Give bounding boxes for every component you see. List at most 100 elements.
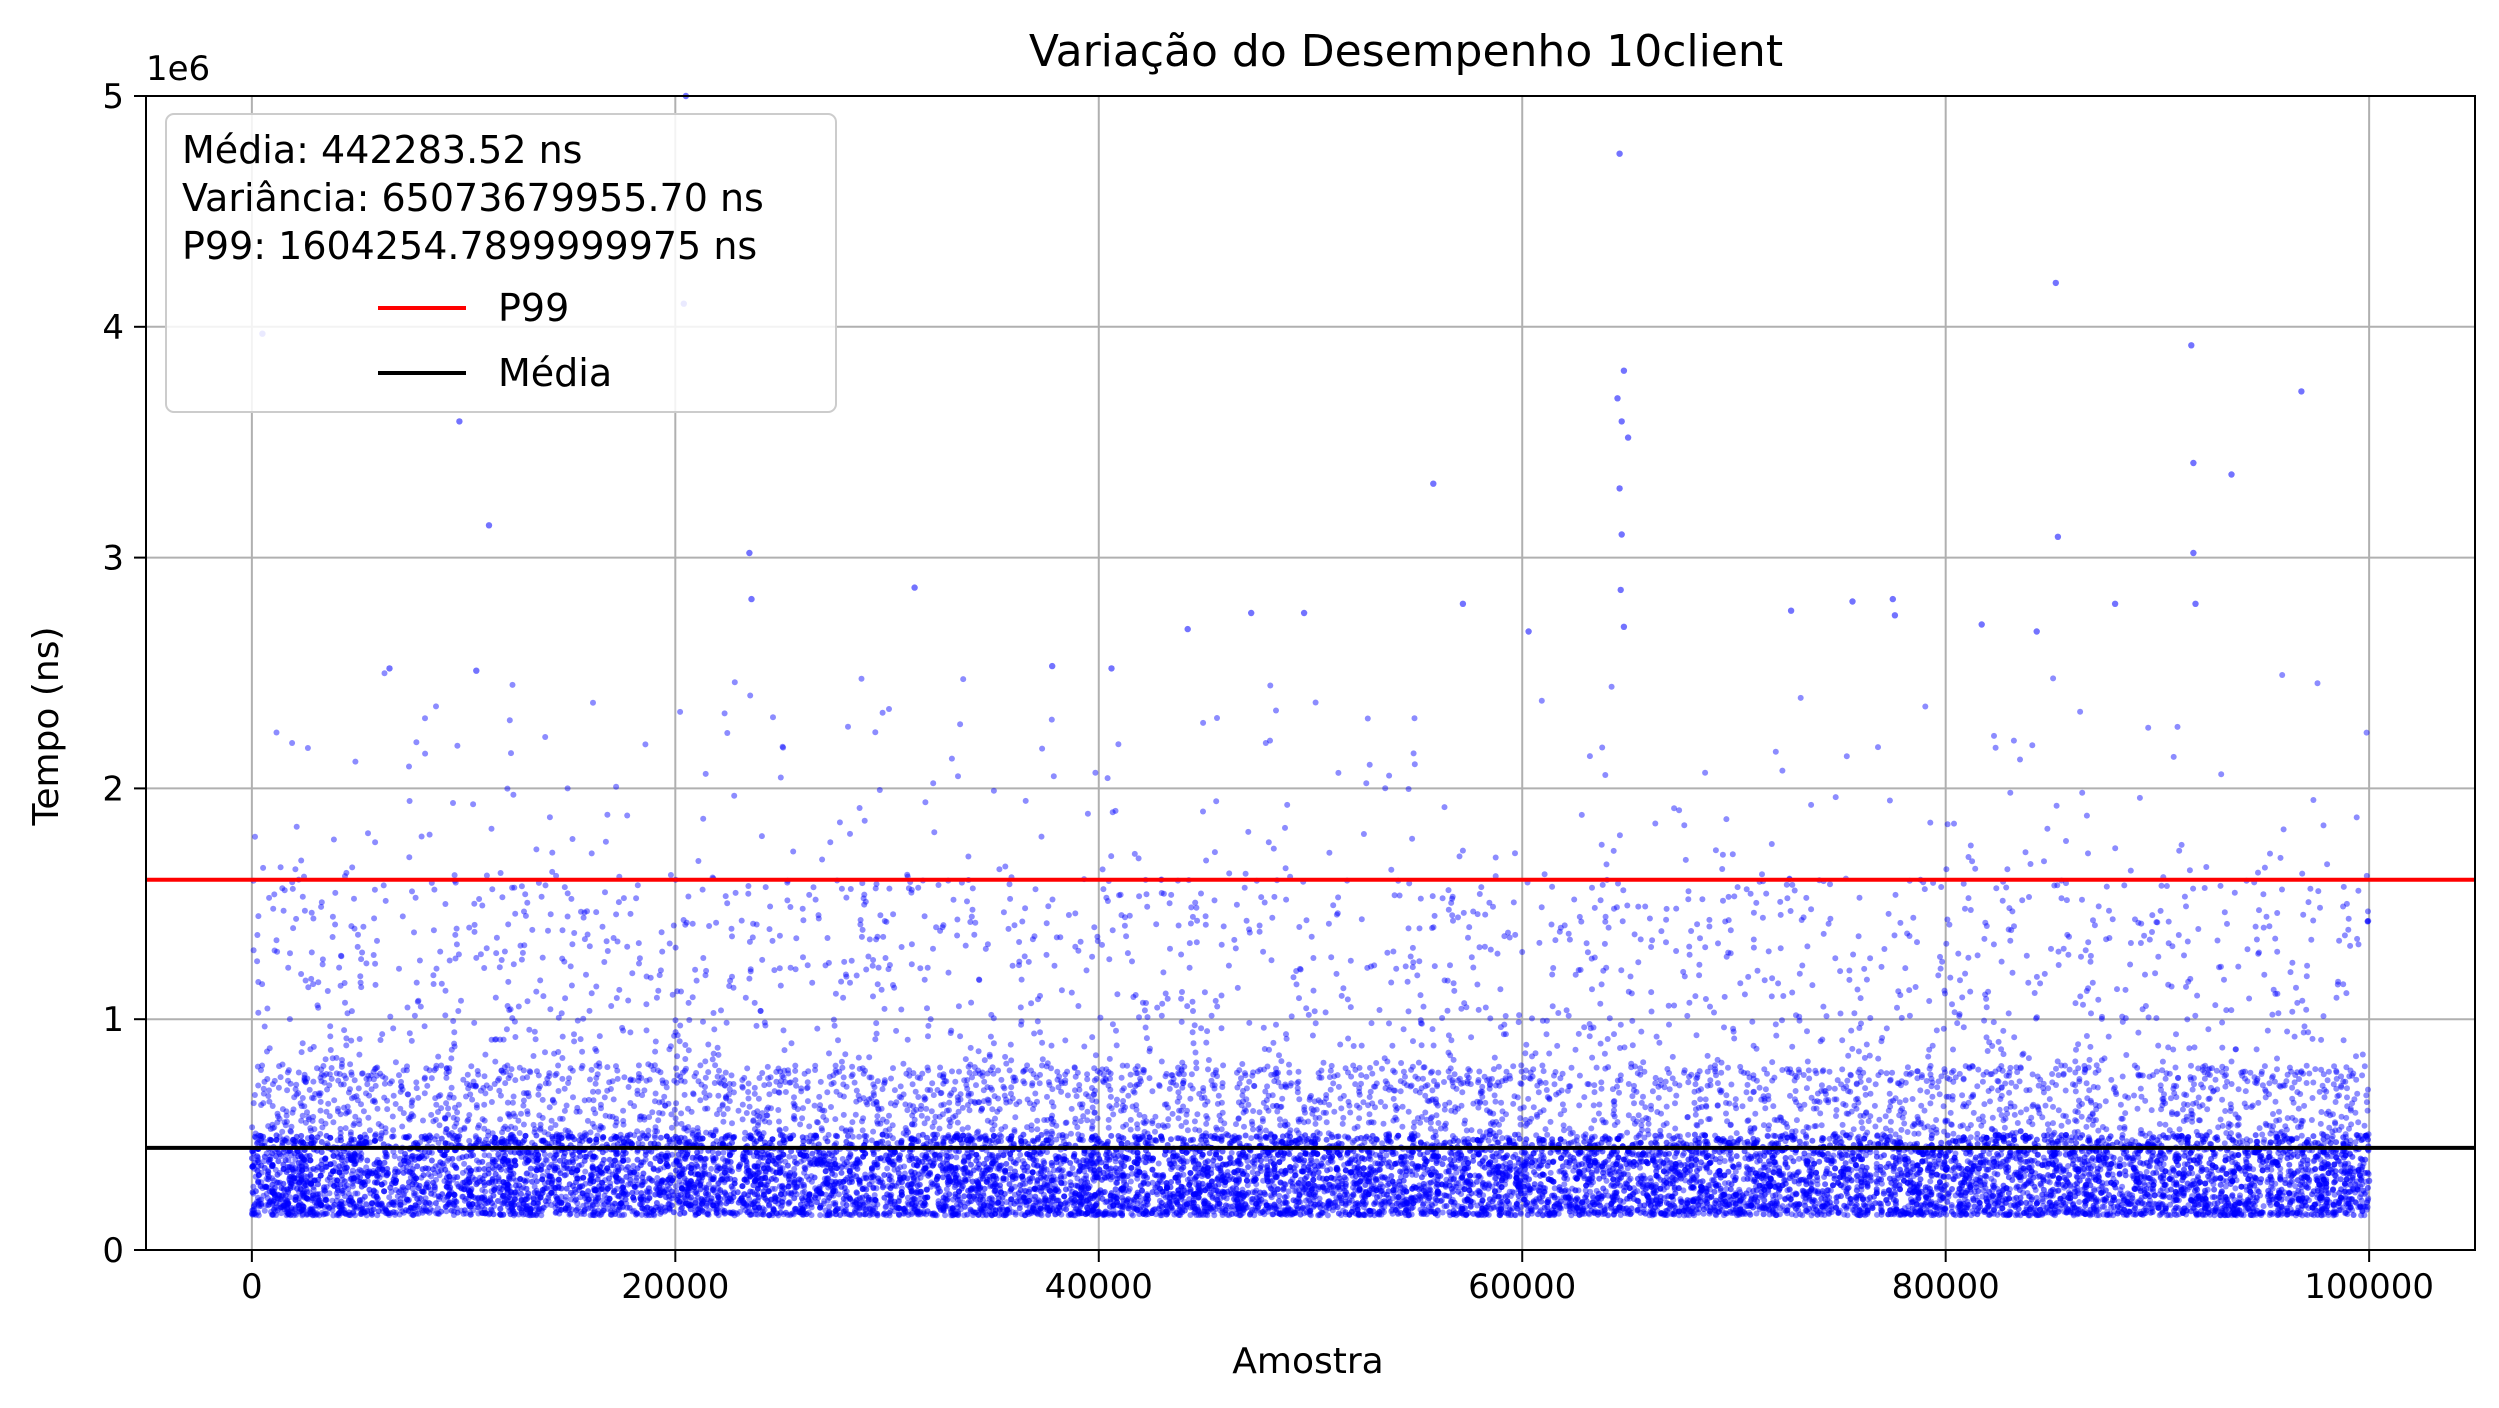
scatter-point	[767, 1074, 774, 1081]
scatter-point	[1768, 993, 1775, 1000]
scatter-point	[455, 1008, 462, 1014]
scatter-point	[2088, 1010, 2094, 1017]
scatter-point	[1089, 1118, 1096, 1125]
scatter-point	[1551, 1081, 1558, 1088]
scatter-point	[2023, 1087, 2030, 1094]
scatter-point	[1653, 1033, 1660, 1040]
scatter-point	[858, 933, 865, 940]
scatter-point	[369, 1098, 376, 1105]
scatter-point	[1034, 1018, 1041, 1025]
scatter-point	[435, 1053, 442, 1060]
scatter-point	[286, 1016, 293, 1023]
scatter-point	[351, 1120, 358, 1127]
scatter-point	[315, 979, 322, 986]
scatter-point	[1672, 1100, 1678, 1107]
scatter-point	[685, 1124, 692, 1130]
scatter-point	[295, 1069, 302, 1076]
scatter-point	[1065, 912, 1072, 918]
scatter-point	[580, 1015, 587, 1022]
scatter-point	[1448, 899, 1455, 906]
scatter-point	[2272, 935, 2279, 942]
scatter-point	[559, 1055, 566, 1061]
scatter-point	[1198, 1025, 1205, 1032]
scatter-point	[2217, 1116, 2224, 1123]
scatter-point	[499, 894, 506, 901]
scatter-point	[1330, 1080, 1337, 1087]
scatter-point	[721, 710, 728, 717]
scatter-point	[979, 1073, 986, 1079]
scatter-point	[1695, 1087, 1702, 1094]
scatter-point	[730, 1089, 737, 1096]
scatter-point	[921, 976, 928, 983]
scatter-point	[1989, 1043, 1996, 1049]
scatter-point	[1970, 1109, 1977, 1116]
scatter-point	[1616, 832, 1623, 839]
scatter-point	[1241, 1123, 1247, 1130]
scatter-point	[873, 881, 880, 887]
scatter-point	[2232, 1111, 2239, 1118]
scatter-point	[666, 940, 673, 947]
scatter-point	[1694, 921, 1701, 928]
scatter-point	[413, 1085, 420, 1092]
scatter-point	[763, 1106, 770, 1113]
scatter-point	[317, 1107, 324, 1114]
scatter-point	[1528, 1115, 1535, 1122]
scatter-point	[418, 833, 425, 840]
scatter-point	[2041, 858, 2047, 865]
scatter-point	[917, 1106, 924, 1113]
scatter-point	[1597, 897, 1604, 904]
scatter-point	[1037, 1029, 1043, 1036]
scatter-point	[1714, 1080, 1721, 1087]
scatter-point	[1475, 1079, 1482, 1086]
scatter-point	[919, 1070, 926, 1077]
scatter-point	[531, 1183, 538, 1190]
scatter-point	[661, 1093, 668, 1100]
scatter-point	[2361, 1063, 2368, 1070]
scatter-point	[1347, 957, 1354, 964]
scatter-point	[1685, 888, 1692, 895]
scatter-point	[2284, 1028, 2291, 1035]
scatter-point	[413, 739, 420, 746]
scatter-point	[1441, 804, 1448, 811]
scatter-point	[1688, 928, 1695, 934]
scatter-point	[603, 938, 610, 945]
scatter-point	[1405, 786, 1412, 792]
scatter-point	[1200, 719, 1207, 726]
scatter-point	[714, 1073, 721, 1080]
scatter-point	[1338, 1105, 1345, 1112]
scatter-point	[2004, 866, 2011, 873]
scatter-point	[519, 949, 526, 956]
scatter-point	[1034, 1126, 1041, 1133]
scatter-point	[1980, 1071, 1987, 1078]
scatter-point	[1124, 1062, 1131, 1069]
scatter-point	[950, 896, 957, 903]
scatter-point	[1072, 910, 1079, 917]
scatter-point	[2260, 924, 2267, 931]
scatter-point	[505, 921, 512, 928]
scatter-point	[483, 872, 490, 879]
scatter-point	[1591, 1089, 1598, 1096]
scatter-point	[1445, 1032, 1452, 1039]
scatter-point	[1441, 1079, 1447, 1085]
scatter-point	[568, 982, 575, 989]
scatter-point	[1016, 939, 1023, 945]
scatter-point	[1352, 1066, 1359, 1073]
scatter-point	[1540, 1068, 1547, 1075]
scatter-point	[1728, 1081, 1735, 1088]
scatter-point	[584, 908, 590, 915]
scatter-point	[1158, 1058, 1165, 1065]
scatter-point	[762, 884, 769, 891]
scatter-point	[1591, 904, 1598, 911]
scatter-point	[1429, 893, 1436, 900]
scatter-point	[938, 1102, 945, 1109]
scatter-point	[1762, 1105, 1769, 1112]
scatter-point	[1127, 1082, 1134, 1089]
scatter-point	[1203, 857, 1210, 864]
scatter-point	[1633, 1118, 1640, 1125]
scatter-point	[2341, 932, 2348, 939]
scatter-point	[683, 1065, 689, 1072]
scatter-point	[2166, 1127, 2173, 1134]
scatter-point	[308, 975, 315, 982]
scatter-point	[1455, 1077, 1461, 1084]
scatter-point	[1400, 1068, 1407, 1075]
